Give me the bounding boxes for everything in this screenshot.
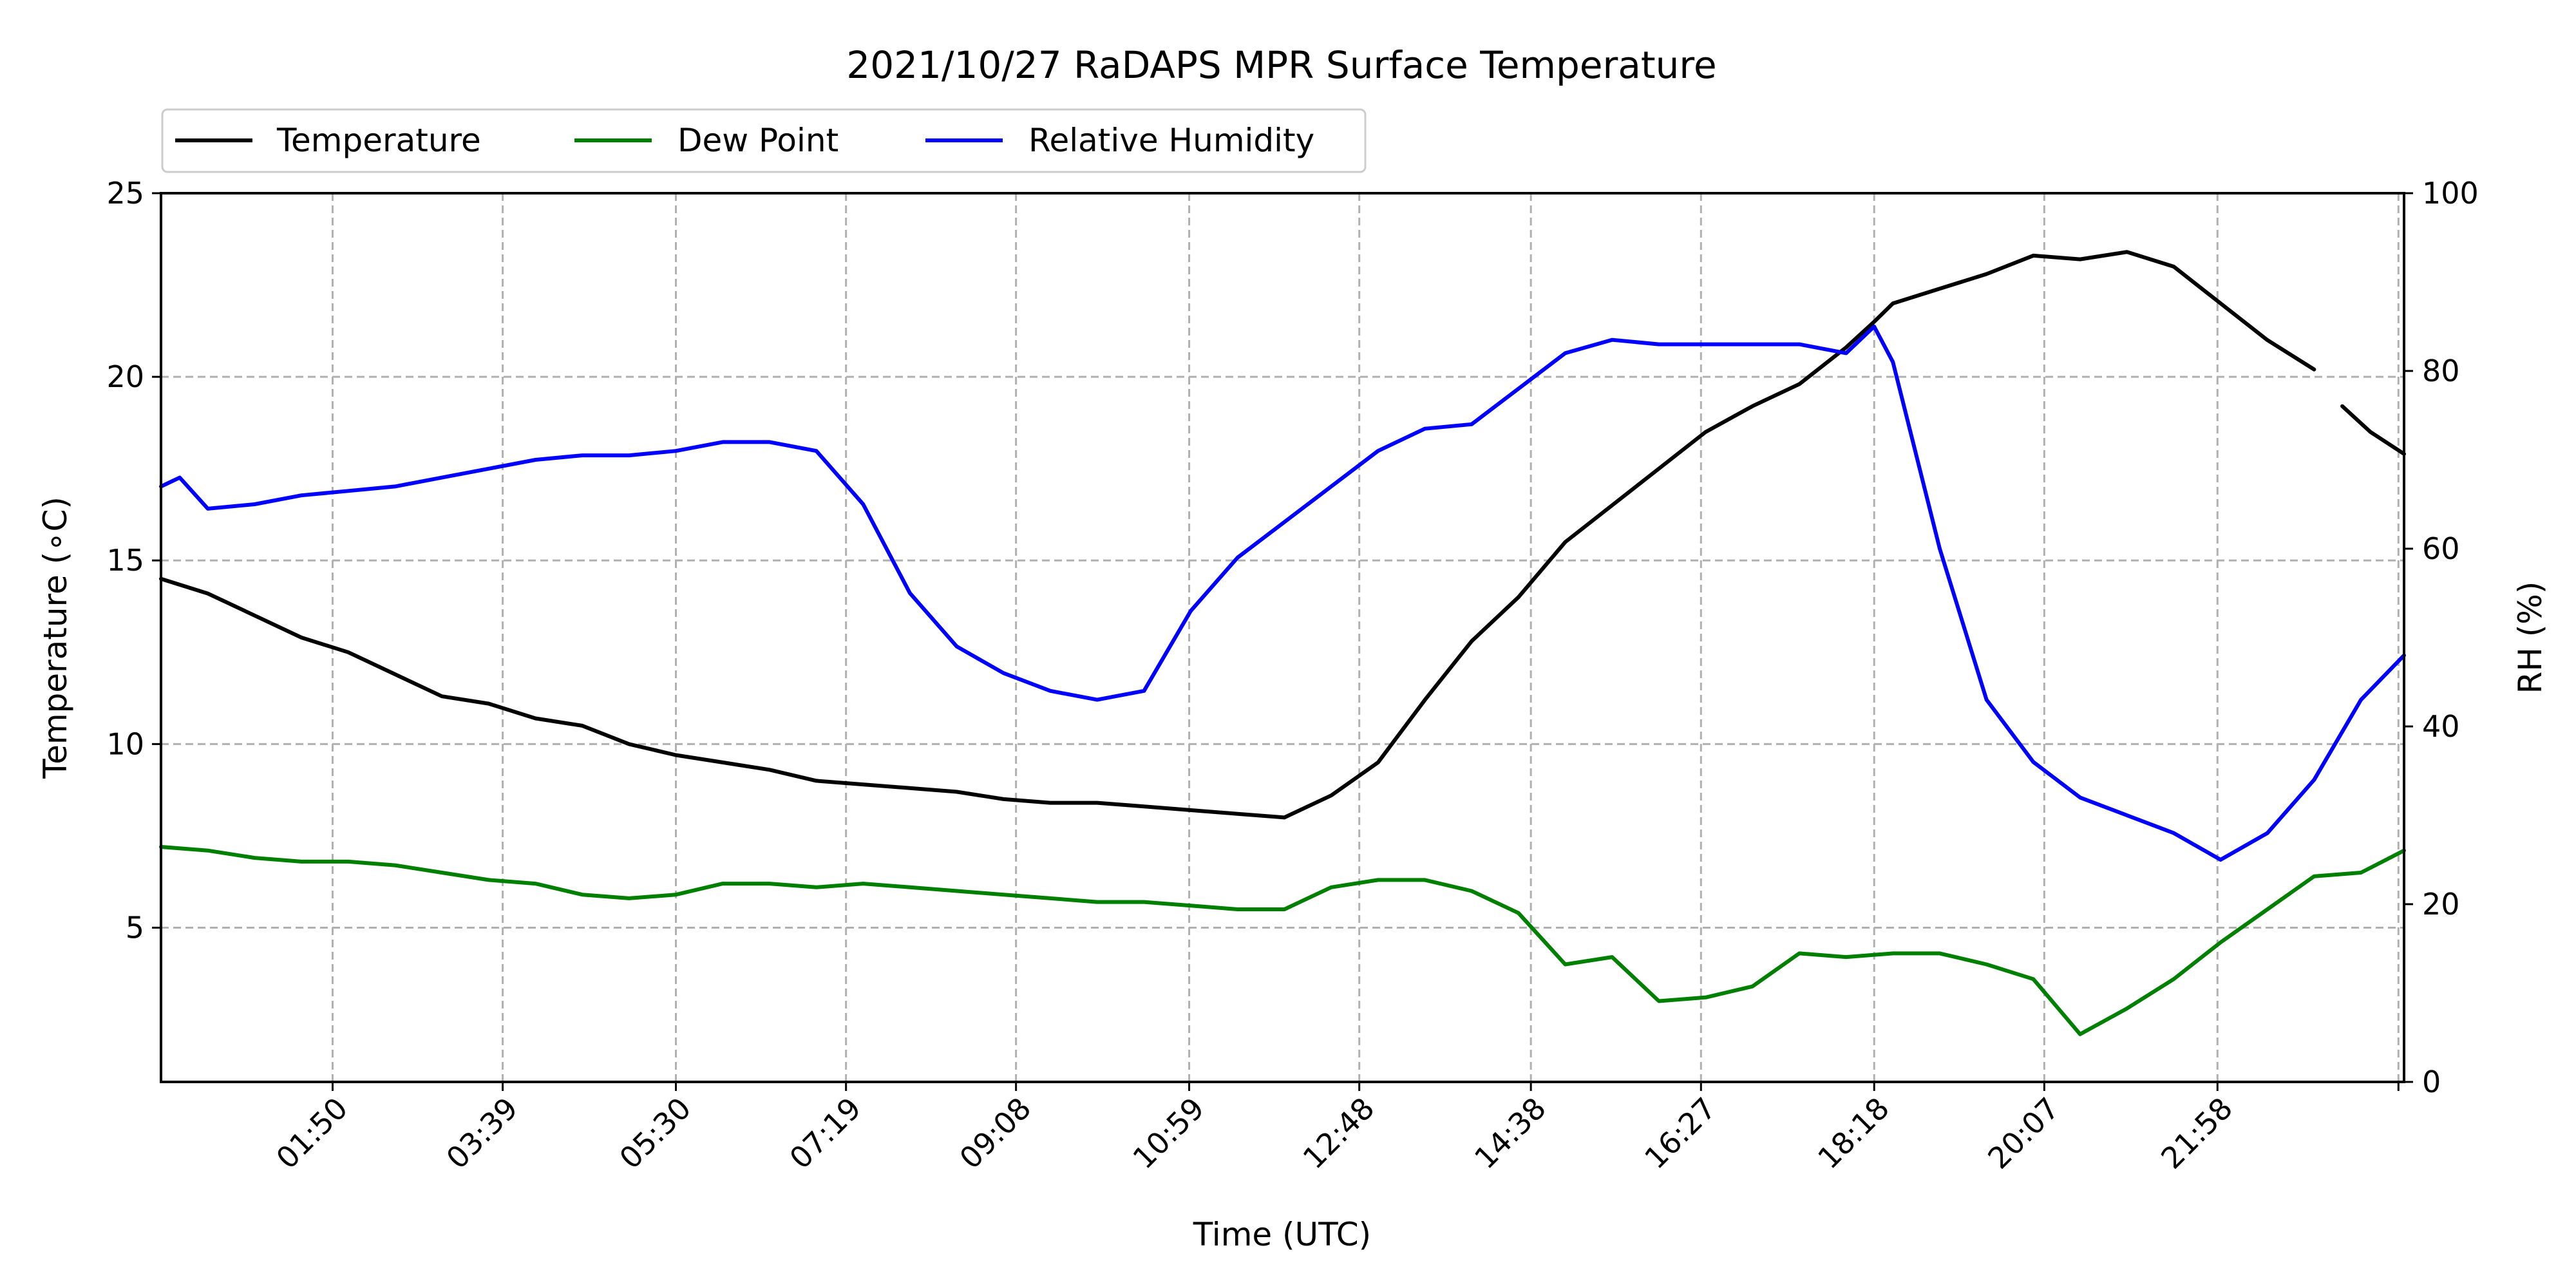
x-tick-label: 10:59 — [1126, 1091, 1211, 1176]
y-tick-right-label: 100 — [2422, 176, 2479, 211]
series-line-dew-point — [159, 845, 2406, 1036]
series-line-temperature — [159, 250, 2406, 820]
plot-frame — [160, 192, 2405, 1083]
x-tick-label: 05:30 — [612, 1091, 697, 1176]
y-tick-left-label: 20 — [106, 359, 144, 394]
series-line-relative-humidity — [159, 325, 2406, 862]
x-tick-label: 03:39 — [439, 1091, 524, 1176]
y-axis-right: 0 20 40 60 80 100 — [2404, 176, 2479, 1099]
x-tick-label: 21:58 — [2154, 1091, 2239, 1176]
x-axis-label: Time (UTC) — [1193, 1216, 1371, 1253]
y-axis-left: 5 10 15 20 25 — [106, 176, 161, 945]
x-axis: 01:50 03:39 05:30 07:19 09:08 10:59 12:48 14:38… — [269, 1082, 2400, 1176]
y-tick-right-label: 60 — [2422, 531, 2460, 566]
y-tick-left-label: 10 — [106, 726, 144, 761]
legend-label-relative-humidity: Relative Humidity — [1028, 122, 1314, 159]
series-lines — [159, 250, 2406, 1036]
legend-label-dew-point: Dew Point — [677, 122, 838, 159]
y-axis-left-label: Temperature (∘C) — [37, 497, 74, 779]
y-axis-right-label: RH (%) — [2512, 582, 2549, 694]
legend-box — [161, 108, 1367, 173]
x-tick-label: 09:08 — [952, 1091, 1037, 1176]
legend-label-temperature: Temperature — [276, 122, 481, 159]
y-tick-right-label: 20 — [2422, 887, 2460, 922]
legend: Temperature Dew Point Relative Humidity — [161, 108, 1367, 173]
grid — [161, 192, 2404, 1082]
x-tick-label: 16:27 — [1638, 1091, 1723, 1176]
chart-title: 2021/10/27 RaDAPS MPR Surface Temperatur… — [846, 43, 1716, 87]
x-tick-label: 12:48 — [1296, 1091, 1381, 1176]
y-tick-right-label: 0 — [2422, 1065, 2441, 1099]
x-tick-label: 07:19 — [782, 1091, 867, 1176]
y-tick-right-label: 40 — [2422, 709, 2460, 744]
x-tick-label: 14:38 — [1468, 1091, 1553, 1176]
y-tick-right-label: 80 — [2422, 354, 2460, 388]
x-tick-label: 01:50 — [269, 1091, 354, 1176]
x-tick-label: 20:07 — [1981, 1091, 2066, 1176]
y-tick-left-label: 5 — [126, 910, 144, 945]
y-tick-left-label: 15 — [106, 543, 144, 578]
y-tick-left-label: 25 — [106, 176, 144, 211]
x-tick-label: 18:18 — [1811, 1091, 1896, 1176]
